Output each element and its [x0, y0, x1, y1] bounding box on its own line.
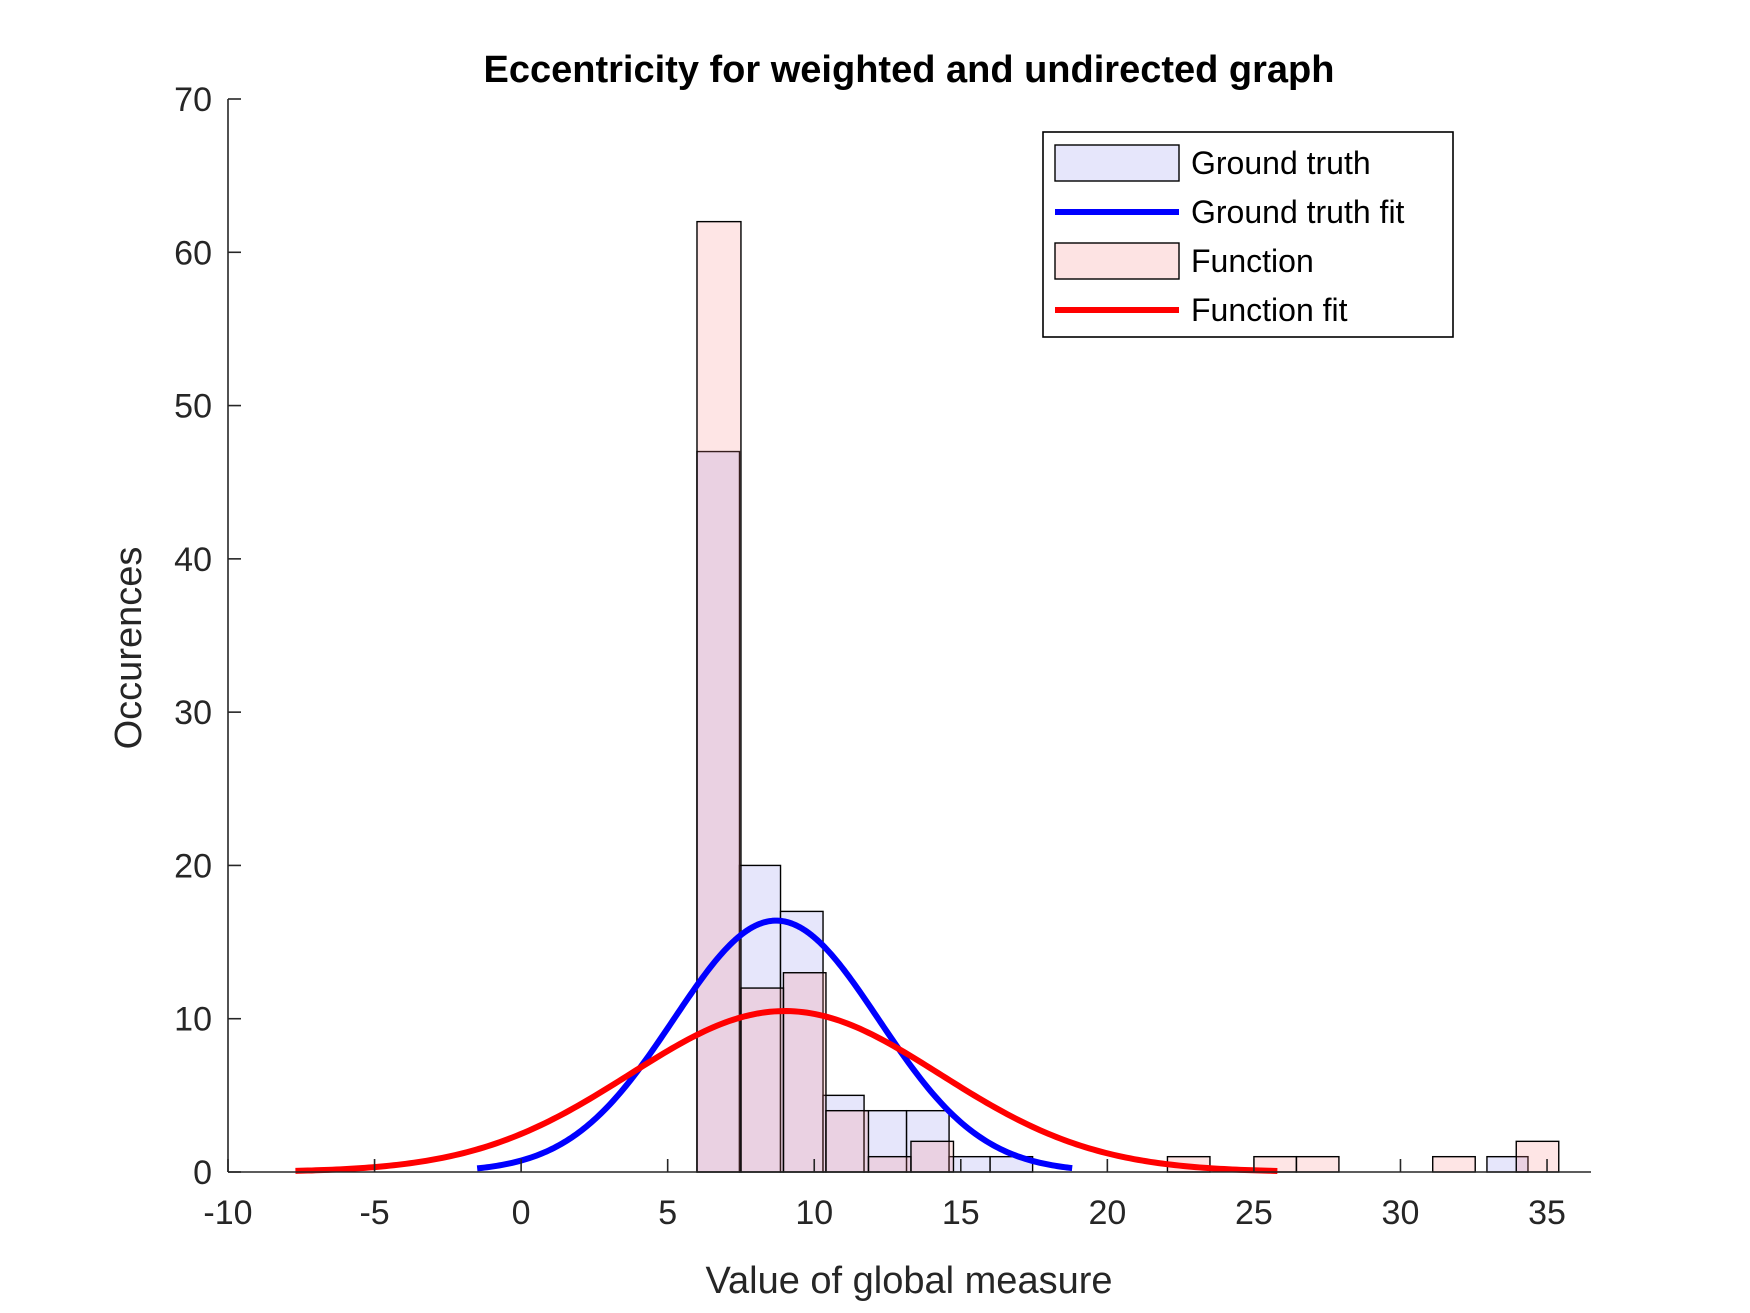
- function-bar: [1295, 1155, 1340, 1173]
- legend: Ground truth Ground truth fit Function Func…: [1042, 131, 1454, 338]
- y-tick-label: 0: [193, 1154, 212, 1192]
- function-bar: [867, 1155, 912, 1173]
- y-tick-label: 20: [174, 847, 212, 885]
- function-fit-curve: [295, 1008, 1278, 1174]
- x-tick-label: 20: [1088, 1194, 1126, 1232]
- axes-layer: -10 -5 0 5 10 15 20 25 30 35 0 10 20 30 40 50 60 70: [174, 81, 1591, 1232]
- y-tick-label: 40: [174, 541, 212, 579]
- x-tick-label: 30: [1382, 1194, 1420, 1232]
- x-axis-label: Value of global measure: [706, 1260, 1113, 1302]
- function-bar: [1432, 1155, 1476, 1173]
- fit-curves-layer: [295, 917, 1278, 1174]
- x-tick-label: 0: [512, 1194, 531, 1232]
- x-tick-label: 35: [1528, 1194, 1566, 1232]
- function-bar: [825, 1109, 870, 1173]
- x-tick-label: -5: [359, 1194, 389, 1232]
- ground-truth-fit-curve: [476, 917, 1073, 1172]
- legend-swatch-patch: [1054, 242, 1180, 280]
- x-tick-label: -10: [203, 1194, 252, 1232]
- x-tick-label: 10: [795, 1194, 833, 1232]
- y-tick-label: 10: [174, 1001, 212, 1039]
- bars-layer: [696, 220, 1560, 1173]
- chart-title: Eccentricity for weighted and undirected…: [484, 49, 1335, 91]
- legend-label: Ground truth: [1191, 145, 1371, 181]
- y-tick-label: 60: [174, 234, 212, 272]
- y-tick-label: 50: [174, 388, 212, 426]
- x-tick-label: 15: [942, 1194, 980, 1232]
- legend-label: Ground truth fit: [1191, 194, 1405, 230]
- x-tick-label: 25: [1235, 1194, 1273, 1232]
- legend-label: Function fit: [1191, 292, 1348, 328]
- y-tick-label: 70: [174, 81, 212, 119]
- ground-truth-bar: [948, 1155, 991, 1173]
- function-bar: [910, 1140, 955, 1173]
- y-tick-label: 30: [174, 694, 212, 732]
- x-tick-label: 5: [658, 1194, 677, 1232]
- function-bar: [696, 220, 742, 1173]
- function-bar: [1515, 1140, 1560, 1173]
- ground-truth-bar: [779, 910, 824, 1173]
- function-bar: [782, 972, 827, 1173]
- y-axis-label: Occurences: [108, 547, 150, 750]
- ground-truth-bar: [696, 450, 741, 1173]
- function-bar: [740, 987, 785, 1173]
- legend-swatch-patch: [1054, 144, 1180, 182]
- legend-label: Function: [1191, 243, 1314, 279]
